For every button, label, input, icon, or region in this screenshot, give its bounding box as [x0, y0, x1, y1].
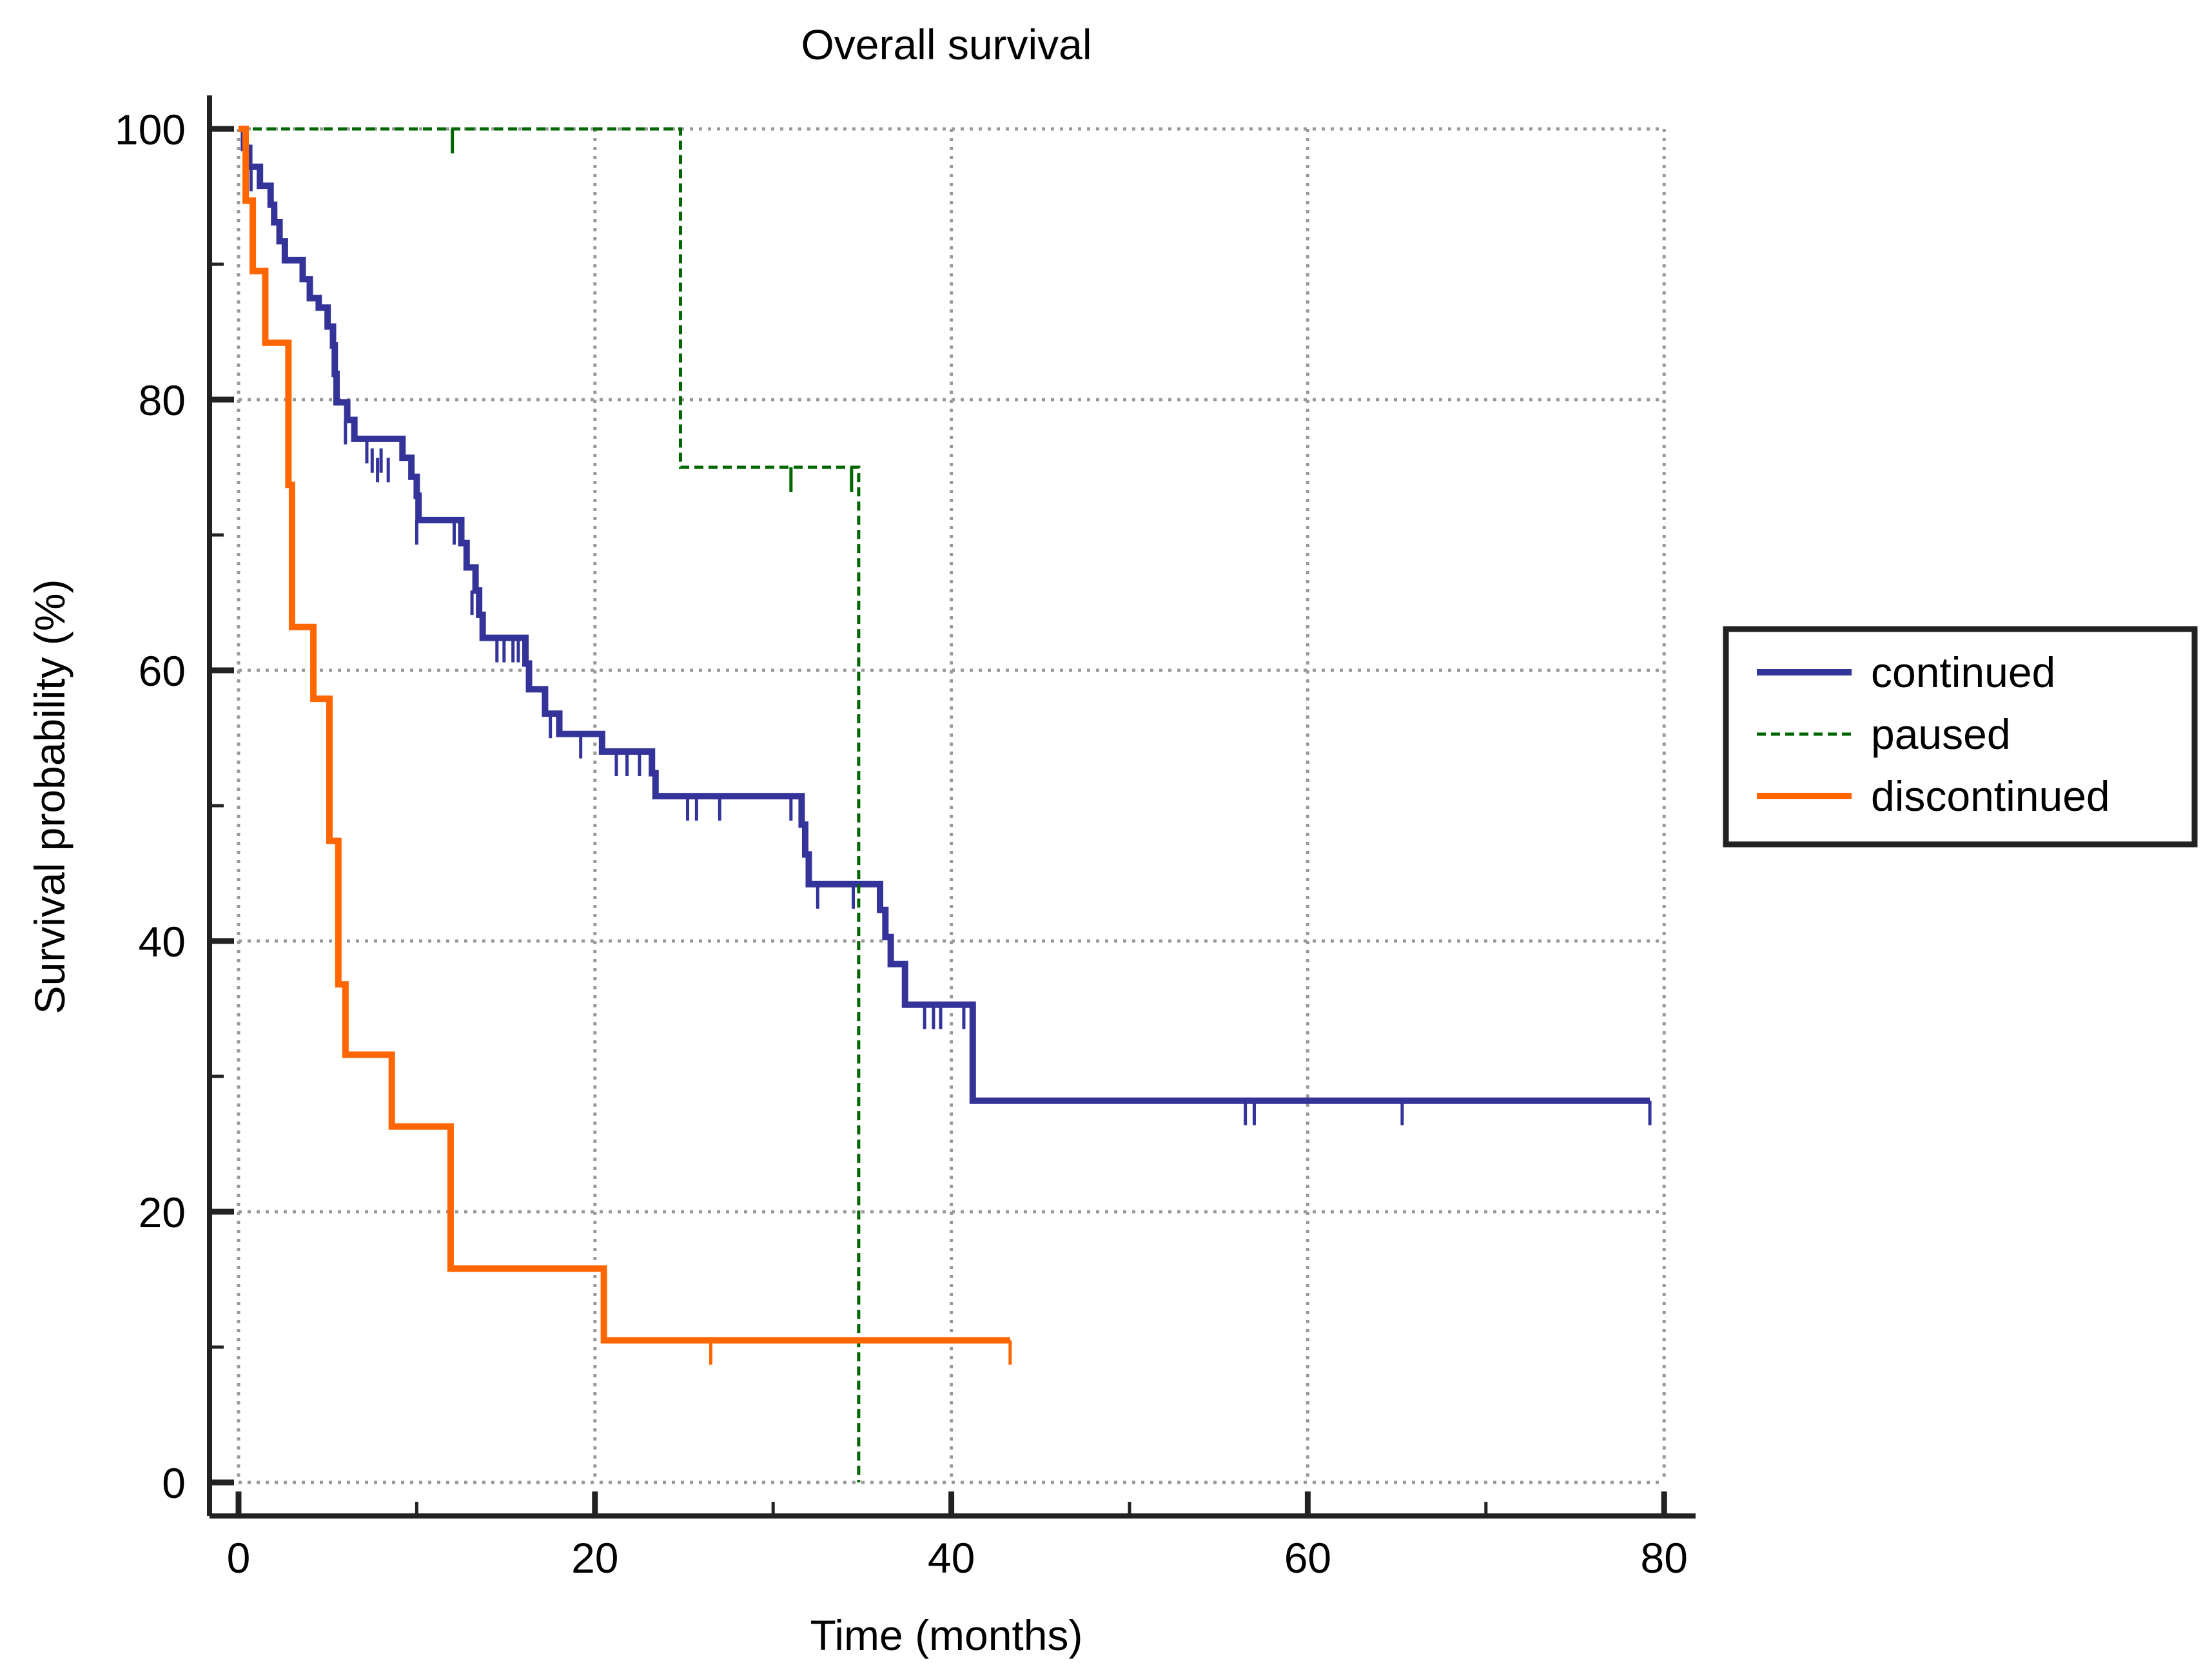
survival-curve-discontinued [239, 126, 1010, 1344]
x-tick-label: 40 [928, 1534, 975, 1582]
y-axis-label: Survival probability (%) [26, 579, 73, 1015]
x-tick-label: 20 [571, 1534, 618, 1582]
grid [237, 127, 1666, 1484]
chart-title: Overall survival [801, 21, 1091, 68]
legend-label-paused: paused [1871, 710, 2011, 758]
survival-curve-paused [239, 127, 861, 1482]
legend: continued paused discontinued [1723, 626, 2198, 848]
y-tick-label: 60 [139, 647, 186, 695]
axes: 0 20 40 60 80 0 20 40 60 80 100 [115, 95, 1696, 1582]
x-tick-label: 80 [1640, 1534, 1687, 1582]
y-tick-label: 0 [162, 1459, 186, 1507]
series-paused [239, 127, 861, 1482]
series-discontinued [239, 126, 1012, 1365]
legend-label-continued: continued [1871, 648, 2055, 696]
series-continued [239, 126, 1652, 1125]
legend-label-discontinued: discontinued [1871, 772, 2110, 820]
survival-curve-continued [239, 126, 1650, 1104]
y-tick-label: 20 [139, 1189, 186, 1236]
series-layer [239, 126, 1652, 1482]
x-axis-label: Time (months) [810, 1611, 1083, 1659]
x-tick-label: 0 [227, 1534, 251, 1582]
legend-frame [1723, 626, 2198, 848]
y-tick-label: 40 [139, 918, 186, 966]
y-tick-label: 100 [115, 106, 186, 153]
x-tick-label: 60 [1284, 1534, 1331, 1582]
y-tick-label: 80 [139, 376, 186, 424]
